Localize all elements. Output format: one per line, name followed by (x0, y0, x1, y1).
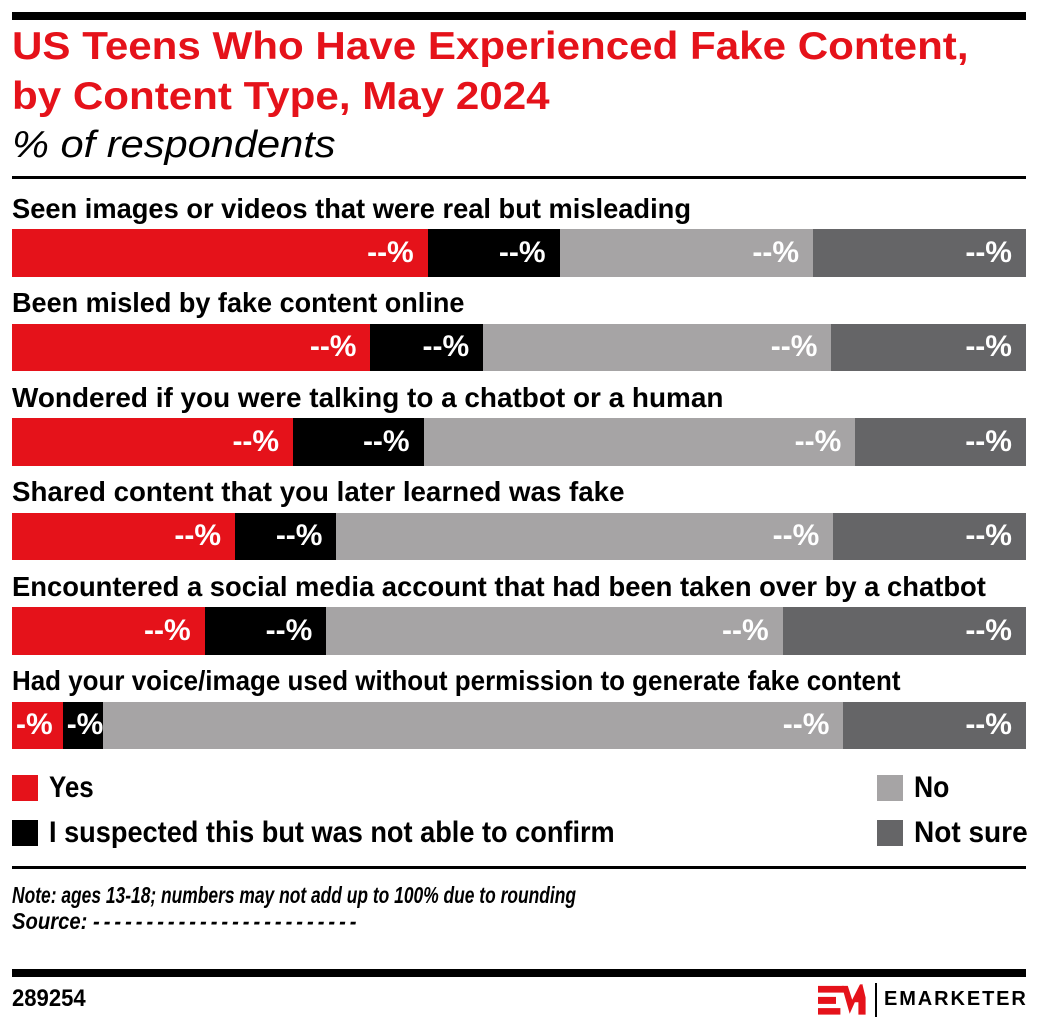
segment-value-label: --% (782, 708, 830, 742)
stacked-bar: --% --% --% --% (12, 323, 1026, 372)
segment-value-label: --% (965, 235, 1012, 269)
bar-segment-notsure: --% (831, 323, 1026, 372)
segment-value-label: --% (794, 424, 842, 458)
bar-segment-no: --% (423, 418, 856, 466)
bar-row-label: Wondered if you were talking to a chatbo… (12, 381, 724, 413)
chart-subtitle: % of respondents (12, 124, 336, 167)
bar-segment-yes: --% (12, 323, 371, 372)
legend-item-suspected: I suspected this but was not able to con… (12, 815, 674, 849)
segment-value-label: --% (144, 613, 191, 647)
segment-value-label: --% (965, 708, 1012, 742)
segment-value-label: --% (498, 235, 546, 269)
stacked-bar: --% --% --% --% (12, 229, 1026, 277)
segment-value-label: --% (965, 330, 1012, 364)
emarketer-logo-icon (817, 984, 866, 1015)
emarketer-wordmark: EMARKETER (884, 987, 1028, 1010)
bar-row-label: Shared content that you later learned wa… (12, 476, 625, 508)
legend-swatch-suspected (12, 819, 38, 846)
top-accent-bar (12, 12, 1026, 20)
bar-segment-notsure: --% (855, 418, 1026, 466)
stacked-bar: --% --% --% --% (12, 418, 1026, 466)
bar-segment-no: --% (559, 229, 814, 277)
segment-value-label: --% (362, 424, 410, 458)
header-divider (12, 176, 1026, 179)
segment-value-label: --% (721, 613, 769, 647)
logo-divider-rule (874, 982, 877, 1017)
segment-value-label: --% (965, 424, 1012, 458)
bar-segment-suspected: --% (293, 418, 424, 466)
bar-row-label: Encountered a social media account that … (12, 570, 986, 602)
bar-segment-suspected: --% (427, 229, 560, 277)
chart-title: US Teens Who Have Experienced Fake Conte… (12, 22, 969, 121)
note-text: Note: ages 13-18; numbers may not add up… (12, 881, 577, 908)
bar-segment-no: --% (483, 323, 832, 372)
segment-value-label: -% (16, 708, 53, 742)
bar-segment-yes: --% (12, 418, 294, 466)
bar-segment-yes: --% (12, 512, 236, 561)
stacked-bar: -% -% --% --% (12, 701, 1026, 750)
source-redacted-dashes: ------------------------- (92, 908, 361, 935)
bar-segment-no: --% (336, 512, 834, 561)
bar-segment-no: --% (326, 607, 783, 655)
bar-segment-notsure: --% (843, 701, 1026, 750)
bar-segment-notsure: --% (782, 607, 1026, 655)
segment-value-label: -% (66, 708, 104, 742)
segment-value-label: --% (965, 613, 1012, 647)
legend-item-yes: Yes (12, 770, 101, 804)
segment-value-label: --% (752, 235, 800, 269)
source-label: Source: (12, 908, 93, 935)
bar-segment-notsure: --% (833, 512, 1026, 561)
bar-segment-suspected: --% (235, 512, 337, 561)
legend-swatch-notsure (877, 819, 903, 846)
legend-swatch-yes (12, 774, 38, 801)
legend-label-yes: Yes (49, 770, 94, 804)
legend-item-no: No (877, 770, 954, 804)
segment-value-label: --% (309, 330, 357, 364)
legend-item-notsure: Not sure (877, 815, 1036, 849)
chart-title-line1: US Teens Who Have Experienced Fake Conte… (12, 25, 969, 69)
footnote-divider (12, 866, 1026, 869)
stacked-bar: --% --% --% --% (12, 607, 1026, 655)
legend-swatch-no (877, 774, 903, 801)
bar-segment-yes: --% (12, 229, 428, 277)
bar-segment-suspected: --% (370, 323, 484, 372)
segment-value-label: --% (232, 424, 280, 458)
segment-value-label: --% (422, 330, 470, 364)
bar-segment-yes: -% (12, 701, 63, 750)
bar-segment-no: --% (103, 701, 844, 750)
bar-row-label: Had your voice/image used without permis… (12, 665, 901, 697)
chart-id: 289254 (12, 985, 86, 1013)
chart-title-line2: by Content Type, May 2024 (12, 74, 550, 118)
segment-value-label: --% (275, 519, 323, 553)
bar-segment-suspected: -% (62, 701, 104, 750)
legend-label-suspected: I suspected this but was not able to con… (49, 815, 615, 849)
legend-label-notsure: Not sure (914, 815, 1028, 849)
segment-value-label: --% (772, 519, 820, 553)
stacked-bar: --% --% --% --% (12, 512, 1026, 561)
bar-row-label: Seen images or videos that were real but… (12, 192, 691, 224)
bar-segment-yes: --% (12, 607, 205, 655)
legend-label-no: No (914, 770, 950, 804)
bar-segment-suspected: --% (204, 607, 327, 655)
segment-value-label: --% (367, 235, 414, 269)
segment-value-label: --% (965, 519, 1012, 553)
segment-value-label: --% (174, 519, 222, 553)
source-text: Source: ------------------------- (12, 908, 360, 935)
segment-value-label: --% (265, 613, 313, 647)
segment-value-label: --% (770, 330, 818, 364)
footer-divider-bar (12, 969, 1026, 977)
bar-row-label: Been misled by fake content online (12, 287, 465, 319)
bar-segment-notsure: --% (813, 229, 1026, 277)
